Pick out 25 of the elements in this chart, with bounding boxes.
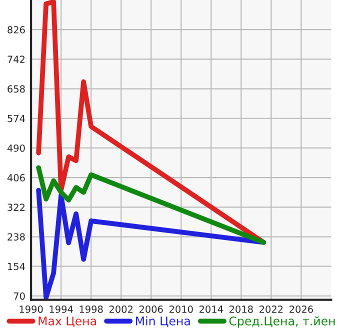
y-tick-label: 574	[8, 114, 25, 122]
legend-label: Min Цена	[136, 316, 190, 328]
x-tick-label: 1994	[50, 306, 73, 313]
line-series	[36, 188, 266, 300]
x-tick-label: 2010	[169, 306, 193, 313]
y-tick-label: 658	[8, 85, 25, 93]
y-tick-label: 238	[8, 233, 25, 241]
x-tick-label: 1990	[20, 306, 43, 313]
y-tick-label: 826	[8, 26, 25, 34]
y-tick-label: 70	[14, 292, 25, 300]
line-series	[36, 165, 266, 245]
x-tick-label: 2002	[109, 306, 132, 313]
y-tick-label: 406	[7, 174, 25, 182]
x-tick-label: 2006	[139, 306, 163, 313]
x-tick-label: 2026	[290, 306, 313, 313]
x-tick-label: 2014	[199, 306, 223, 313]
x-tick-label: 2018	[229, 306, 253, 313]
x-tick-label: 1998	[80, 306, 103, 313]
y-tick-label: 490	[7, 144, 25, 152]
legend-label: Max Цена	[38, 316, 96, 328]
legend-label: Сред.Цена, т.йен	[229, 316, 335, 328]
y-tick-label: 742	[8, 56, 25, 63]
x-tick-label: 2022	[260, 306, 283, 313]
y-tick-label: 322	[8, 204, 25, 211]
y-tick-label: 154	[8, 262, 25, 270]
